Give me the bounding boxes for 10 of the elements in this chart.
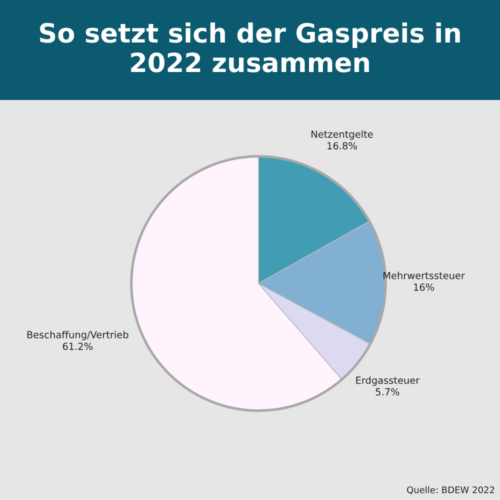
slice-label: Erdgassteuer: [356, 376, 420, 386]
data-label: 5.7%: [376, 388, 400, 396]
data-label: 16%: [414, 283, 434, 291]
slice-label: Mehrwertssteuer: [384, 272, 465, 280]
slice-label: Beschaffung/Vertrieb: [27, 330, 128, 340]
chart-title: So setzt sich der Gaspreis in 2022 zusammen: [40, 22, 460, 72]
source-note: Quelle: BDEW 2022: [407, 486, 494, 494]
data-label: 61.2%: [62, 342, 93, 350]
data-label: 16.8%: [328, 142, 357, 150]
slice-label: Netzentgelte: [312, 130, 373, 140]
